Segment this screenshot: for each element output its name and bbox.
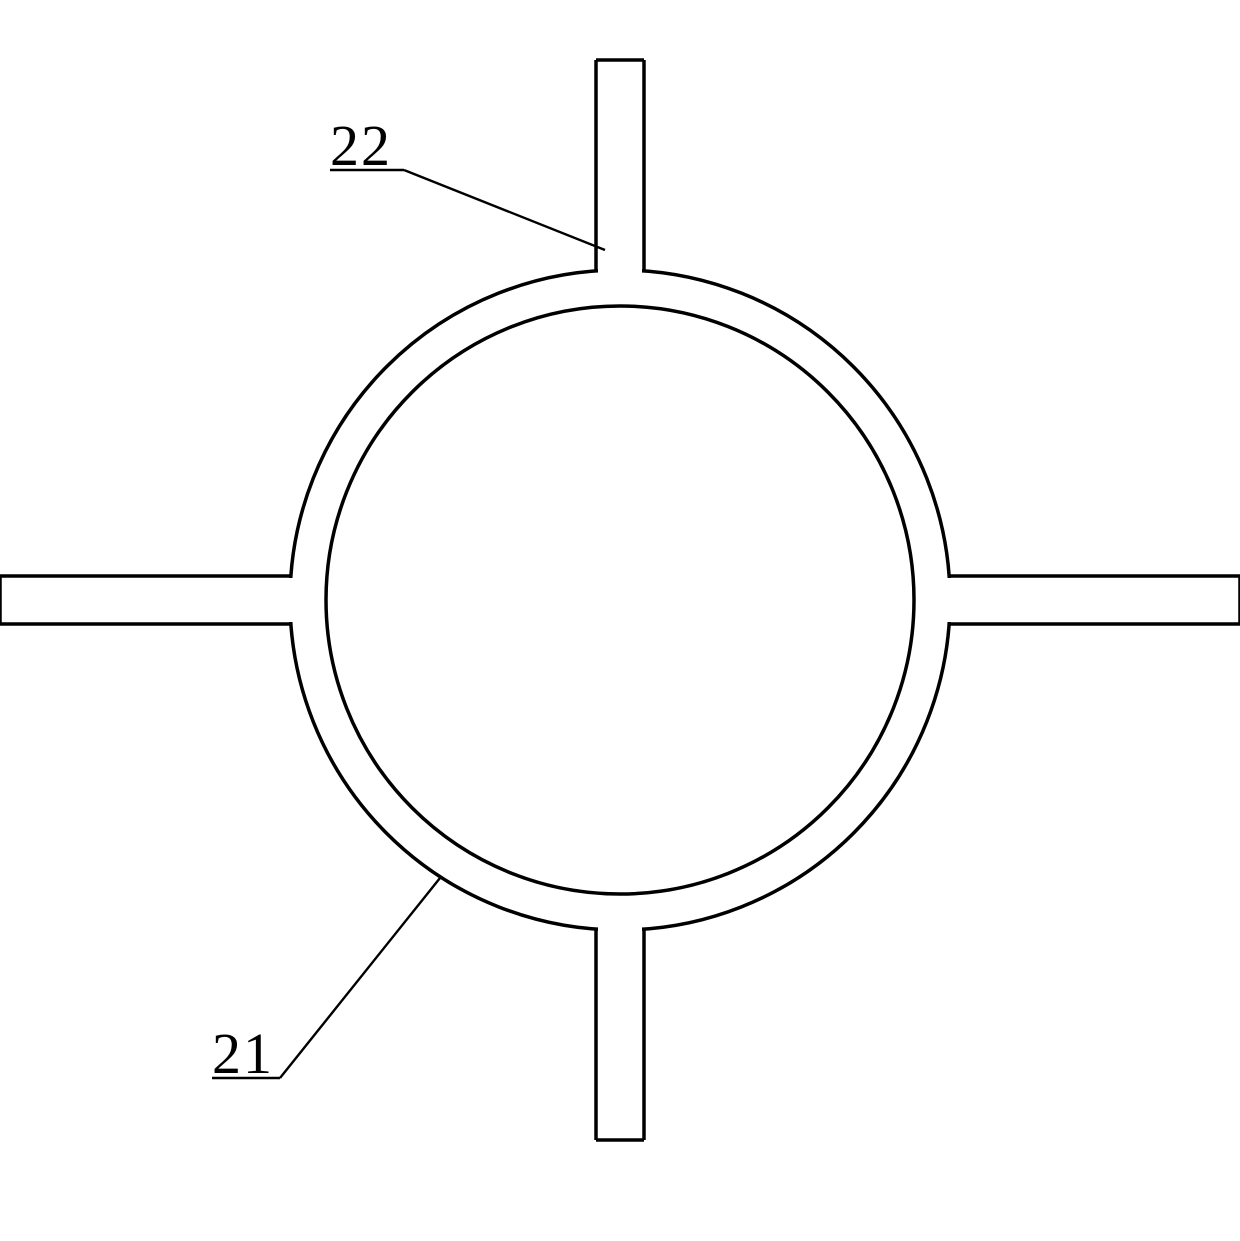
diagram-canvas [0,0,1240,1241]
spoke-top [596,60,644,274]
callout-21-label: 21 [212,1020,274,1087]
join-right [942,578,954,622]
spoke-bottom [596,926,644,1140]
join-top [598,266,642,278]
join-bottom [598,922,642,934]
callout-22 [330,170,605,250]
ring-mask [308,288,932,912]
join-left [286,578,298,622]
spoke-left [0,576,294,624]
ring-inner [326,306,914,894]
callout-22-label: 22 [330,112,392,179]
spoke-right [946,576,1240,624]
